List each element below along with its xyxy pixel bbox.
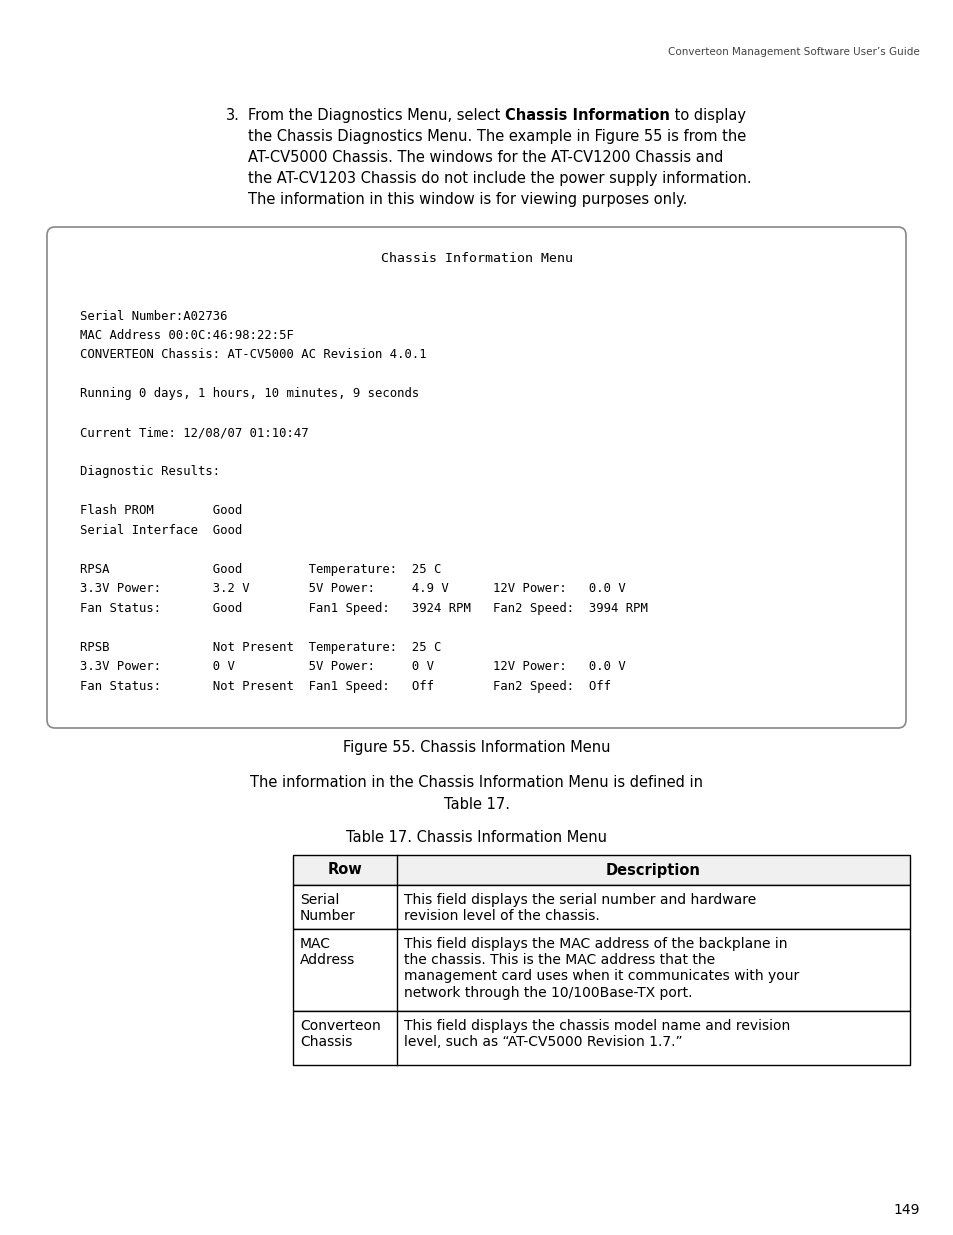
FancyBboxPatch shape bbox=[47, 227, 905, 727]
Bar bbox=[293, 1011, 909, 1065]
Text: Flash PROM        Good: Flash PROM Good bbox=[80, 505, 242, 517]
Bar bbox=[293, 855, 909, 885]
Text: Converteon Management Software User’s Guide: Converteon Management Software User’s Gu… bbox=[667, 47, 919, 57]
Text: Converteon
Chassis: Converteon Chassis bbox=[299, 1019, 380, 1050]
Text: 3.: 3. bbox=[226, 107, 240, 124]
Text: RPSB              Not Present  Temperature:  25 C: RPSB Not Present Temperature: 25 C bbox=[80, 641, 441, 655]
Text: 3.3V Power:       3.2 V        5V Power:     4.9 V      12V Power:   0.0 V: 3.3V Power: 3.2 V 5V Power: 4.9 V 12V Po… bbox=[80, 583, 625, 595]
Text: Description: Description bbox=[605, 862, 700, 878]
Text: Row: Row bbox=[327, 862, 362, 878]
Text: The information in this window is for viewing purposes only.: The information in this window is for vi… bbox=[248, 191, 687, 207]
Text: Fan Status:       Good         Fan1 Speed:   3924 RPM   Fan2 Speed:  3994 RPM: Fan Status: Good Fan1 Speed: 3924 RPM Fa… bbox=[80, 601, 647, 615]
Text: the Chassis Diagnostics Menu. The example in Figure 55 is from the: the Chassis Diagnostics Menu. The exampl… bbox=[248, 128, 745, 144]
Text: Current Time: 12/08/07 01:10:47: Current Time: 12/08/07 01:10:47 bbox=[80, 426, 309, 440]
Text: The information in the Chassis Information Menu is defined in: The information in the Chassis Informati… bbox=[251, 776, 702, 790]
Text: Serial Number:A02736: Serial Number:A02736 bbox=[80, 310, 227, 322]
Text: to display: to display bbox=[669, 107, 745, 124]
Text: This field displays the chassis model name and revision
level, such as “AT-CV500: This field displays the chassis model na… bbox=[403, 1019, 789, 1050]
Bar bbox=[293, 885, 909, 929]
Text: Chassis Information: Chassis Information bbox=[504, 107, 669, 124]
Text: Table 17.: Table 17. bbox=[443, 797, 510, 811]
Text: the AT-CV1203 Chassis do not include the power supply information.: the AT-CV1203 Chassis do not include the… bbox=[248, 170, 751, 186]
Text: 3.3V Power:       0 V          5V Power:     0 V        12V Power:   0.0 V: 3.3V Power: 0 V 5V Power: 0 V 12V Power:… bbox=[80, 661, 625, 673]
Text: Diagnostic Results:: Diagnostic Results: bbox=[80, 466, 220, 478]
Text: RPSA              Good         Temperature:  25 C: RPSA Good Temperature: 25 C bbox=[80, 563, 441, 576]
Text: 149: 149 bbox=[893, 1203, 919, 1216]
Bar bbox=[293, 929, 909, 1011]
Text: Serial Interface  Good: Serial Interface Good bbox=[80, 524, 242, 537]
Text: MAC Address 00:0C:46:98:22:5F: MAC Address 00:0C:46:98:22:5F bbox=[80, 329, 294, 342]
Text: MAC
Address: MAC Address bbox=[299, 937, 355, 967]
Text: Table 17. Chassis Information Menu: Table 17. Chassis Information Menu bbox=[346, 830, 607, 845]
Text: This field displays the serial number and hardware
revision level of the chassis: This field displays the serial number an… bbox=[403, 893, 755, 924]
Text: Figure 55. Chassis Information Menu: Figure 55. Chassis Information Menu bbox=[343, 740, 610, 755]
Text: CONVERTEON Chassis: AT-CV5000 AC Revision 4.0.1: CONVERTEON Chassis: AT-CV5000 AC Revisio… bbox=[80, 348, 426, 362]
Text: Fan Status:       Not Present  Fan1 Speed:   Off        Fan2 Speed:  Off: Fan Status: Not Present Fan1 Speed: Off … bbox=[80, 680, 610, 693]
Text: From the Diagnostics Menu, select: From the Diagnostics Menu, select bbox=[248, 107, 504, 124]
Text: This field displays the MAC address of the backplane in
the chassis. This is the: This field displays the MAC address of t… bbox=[403, 937, 798, 999]
Text: Chassis Information Menu: Chassis Information Menu bbox=[380, 252, 573, 266]
Text: Serial
Number: Serial Number bbox=[299, 893, 355, 924]
Text: AT-CV5000 Chassis. The windows for the AT-CV1200 Chassis and: AT-CV5000 Chassis. The windows for the A… bbox=[248, 149, 722, 165]
Text: Running 0 days, 1 hours, 10 minutes, 9 seconds: Running 0 days, 1 hours, 10 minutes, 9 s… bbox=[80, 388, 418, 400]
